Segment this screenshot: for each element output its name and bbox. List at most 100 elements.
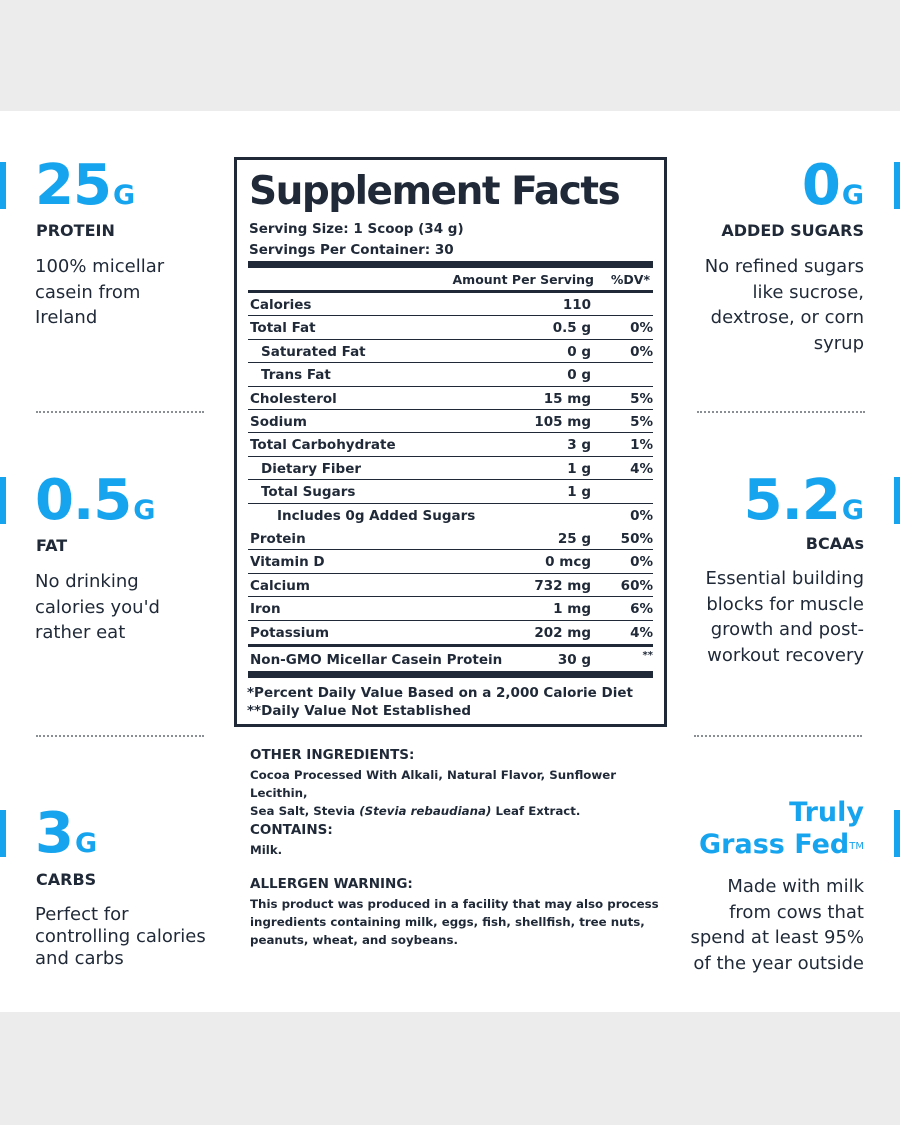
fat-label: FAT bbox=[36, 536, 68, 555]
facts-rule-top bbox=[248, 261, 653, 268]
nutrient-name: Vitamin D bbox=[250, 554, 325, 571]
nutrient-row: Total Carbohydrate 3 g 1% bbox=[248, 433, 653, 457]
nutrient-dv: 0% bbox=[630, 320, 653, 337]
supplement-facts-panel: Supplement Facts Serving Size: 1 Scoop (… bbox=[234, 157, 667, 727]
accent-bar-protein bbox=[0, 162, 6, 209]
nutrient-amount: 3 g bbox=[567, 437, 591, 454]
nutrient-amount: 202 mg bbox=[534, 624, 591, 641]
accent-bar-carbs bbox=[0, 810, 6, 857]
nutrient-dv: 50% bbox=[620, 531, 653, 547]
nutrient-amount: 0 mcg bbox=[545, 554, 591, 571]
divider-right-1 bbox=[697, 411, 865, 413]
footnote-dv-not-established: **Daily Value Not Established bbox=[247, 703, 472, 719]
nutrient-amount: 0 g bbox=[567, 367, 591, 384]
nutrient-name: Total Carbohydrate bbox=[250, 437, 396, 454]
nutrient-name: Sodium bbox=[250, 414, 307, 430]
nutrient-dv: 60% bbox=[620, 577, 653, 594]
nutrient-dv: 5% bbox=[630, 390, 653, 407]
facts-rule-vitamins bbox=[248, 644, 653, 647]
nutrient-name: Total Sugars bbox=[261, 484, 356, 501]
nutrient-name: Calcium bbox=[250, 577, 310, 594]
grass-fed-description: Made with milk from cows that spend at lea… bbox=[690, 876, 864, 974]
other-ingredients-heading: OTHER INGREDIENTS: bbox=[250, 747, 415, 763]
servings-per-container: Servings Per Container: 30 bbox=[249, 242, 454, 258]
nutrient-name: Total Fat bbox=[250, 320, 316, 337]
nutrient-amount: 30 g bbox=[557, 652, 591, 668]
nutrient-name: Non-GMO Micellar Casein Protein bbox=[250, 652, 503, 668]
nutrient-row: Protein 25 g 50% bbox=[248, 527, 653, 551]
nutrient-row: Dietary Fiber 1 g 4% bbox=[248, 457, 653, 481]
carbs-description: Perfect for controlling calories and carbs bbox=[35, 904, 206, 969]
nutrient-amount: 0 g bbox=[567, 343, 591, 360]
nutrient-row: Iron 1 mg 6% bbox=[248, 597, 653, 621]
nutrient-dv: 0% bbox=[630, 554, 653, 571]
carbs-label: CARBS bbox=[36, 870, 97, 889]
nutrient-name: Trans Fat bbox=[261, 367, 331, 384]
nutrient-row: Includes 0g Added Sugars 0% bbox=[248, 504, 653, 527]
nutrient-amount: 15 mg bbox=[543, 390, 591, 407]
protein-label: PROTEIN bbox=[36, 221, 115, 240]
grass-fed-title: Truly Grass FedTM bbox=[699, 797, 864, 860]
nutrient-name: Potassium bbox=[250, 624, 330, 641]
contains-text: Milk. bbox=[250, 843, 283, 857]
divider-left-1 bbox=[36, 411, 204, 413]
nutrient-amount: 0.5 g bbox=[552, 320, 591, 337]
nutrient-row: Calories 110 bbox=[248, 293, 653, 317]
added-sugars-description: No refined sugars like sucrose, dextrose, … bbox=[704, 256, 864, 354]
other-ingredients-text: Cocoa Processed With Alkali, Natural Fla… bbox=[250, 768, 617, 818]
nutrient-dv: 4% bbox=[630, 624, 653, 641]
carbs-value: 3G bbox=[35, 801, 98, 866]
nutrient-row: Non-GMO Micellar Casein Protein 30 g ** bbox=[248, 648, 653, 671]
contains-heading: CONTAINS: bbox=[250, 822, 333, 838]
nutrient-dv: 0% bbox=[630, 343, 653, 360]
nutrient-name: Protein bbox=[250, 531, 306, 547]
footnote-percent-dv: *Percent Daily Value Based on a 2,000 Ca… bbox=[247, 685, 633, 701]
nutrient-dv: 4% bbox=[630, 460, 653, 477]
accent-bar-grass-fed bbox=[894, 810, 900, 857]
accent-bar-added-sugars bbox=[894, 162, 900, 209]
serving-size: Serving Size: 1 Scoop (34 g) bbox=[249, 221, 464, 237]
bcaas-value: 5.2G bbox=[743, 468, 864, 533]
nutrient-name: Calories bbox=[250, 297, 312, 313]
nutrient-name: Cholesterol bbox=[250, 390, 337, 407]
protein-value: 25G bbox=[35, 153, 136, 218]
allergen-warning-heading: ALLERGEN WARNING: bbox=[250, 876, 413, 892]
protein-description: 100% micellar casein from Ireland bbox=[35, 256, 165, 328]
nutrient-dv: 5% bbox=[630, 414, 653, 430]
fat-value: 0.5G bbox=[35, 468, 156, 533]
allergen-warning-text: This product was produced in a facility … bbox=[250, 897, 659, 947]
nutrient-row: Vitamin D 0 mcg 0% bbox=[248, 550, 653, 574]
nutrient-row: Total Fat 0.5 g 0% bbox=[248, 316, 653, 340]
nutrient-name: Dietary Fiber bbox=[261, 460, 362, 477]
nutrient-dv: 0% bbox=[630, 507, 653, 524]
nutrient-row: Cholesterol 15 mg 5% bbox=[248, 387, 653, 410]
nutrient-row: Total Sugars 1 g bbox=[248, 480, 653, 504]
bcaas-description: Essential building blocks for muscle growt… bbox=[705, 568, 864, 666]
nutrient-name: Saturated Fat bbox=[261, 343, 366, 360]
nutrient-row: Saturated Fat 0 g 0% bbox=[248, 340, 653, 364]
nutrient-dv: ** bbox=[642, 650, 653, 661]
added-sugars-label: ADDED SUGARS bbox=[721, 221, 864, 240]
bcaas-label: BCAAs bbox=[805, 534, 864, 553]
nutrient-amount: 1 mg bbox=[553, 601, 591, 618]
nutrient-row: Trans Fat 0 g bbox=[248, 363, 653, 387]
added-sugars-value: 0G bbox=[801, 153, 864, 218]
nutrient-row: Sodium 105 mg 5% bbox=[248, 410, 653, 434]
dv-header: %DV* bbox=[610, 272, 650, 287]
nutrient-name: Includes 0g Added Sugars bbox=[277, 507, 476, 524]
facts-title: Supplement Facts bbox=[249, 169, 621, 214]
facts-rule-bottom bbox=[248, 671, 653, 678]
divider-left-2 bbox=[36, 735, 204, 737]
facts-rule-header bbox=[248, 290, 653, 293]
nutrient-amount: 1 g bbox=[567, 460, 591, 477]
nutrient-amount: 105 mg bbox=[534, 414, 591, 430]
nutrient-amount: 1 g bbox=[567, 484, 591, 501]
nutrient-amount: 110 bbox=[562, 297, 591, 313]
accent-bar-bcaas bbox=[894, 477, 900, 524]
fat-description: No drinking calories you'd rather eat bbox=[35, 571, 160, 643]
nutrient-name: Iron bbox=[250, 601, 281, 618]
nutrient-row: Calcium 732 mg 60% bbox=[248, 574, 653, 598]
nutrient-amount: 25 g bbox=[557, 531, 591, 547]
accent-bar-fat bbox=[0, 477, 6, 524]
amount-per-serving-header: Amount Per Serving bbox=[452, 272, 595, 287]
